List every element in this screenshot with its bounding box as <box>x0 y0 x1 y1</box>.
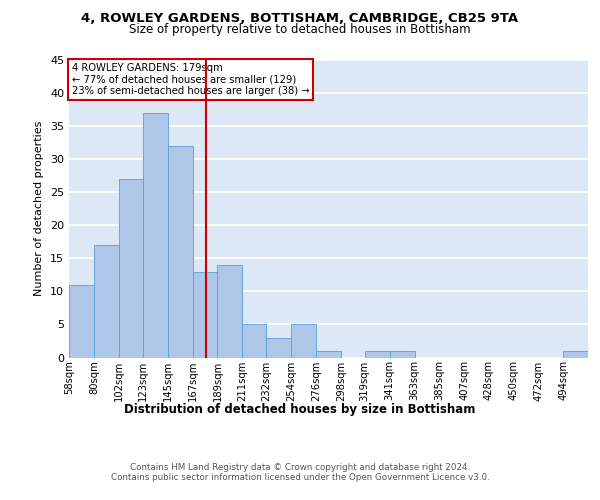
Bar <box>563 351 588 358</box>
Bar <box>266 338 291 357</box>
Bar <box>69 285 94 358</box>
Bar <box>143 113 167 358</box>
Y-axis label: Number of detached properties: Number of detached properties <box>34 121 44 296</box>
Bar <box>389 351 415 358</box>
Bar <box>167 146 193 358</box>
Bar <box>217 265 242 358</box>
Bar <box>94 245 119 358</box>
Text: Distribution of detached houses by size in Bottisham: Distribution of detached houses by size … <box>124 402 476 415</box>
Bar <box>119 179 143 358</box>
Bar <box>365 351 389 358</box>
Bar <box>242 324 266 358</box>
Text: Contains HM Land Registry data © Crown copyright and database right 2024.
Contai: Contains HM Land Registry data © Crown c… <box>110 462 490 482</box>
Text: 4, ROWLEY GARDENS, BOTTISHAM, CAMBRIDGE, CB25 9TA: 4, ROWLEY GARDENS, BOTTISHAM, CAMBRIDGE,… <box>82 12 518 26</box>
Bar <box>316 351 341 358</box>
Text: 4 ROWLEY GARDENS: 179sqm
← 77% of detached houses are smaller (129)
23% of semi-: 4 ROWLEY GARDENS: 179sqm ← 77% of detach… <box>71 63 309 96</box>
Text: Size of property relative to detached houses in Bottisham: Size of property relative to detached ho… <box>129 22 471 36</box>
Bar <box>291 324 316 358</box>
Bar <box>193 272 217 358</box>
